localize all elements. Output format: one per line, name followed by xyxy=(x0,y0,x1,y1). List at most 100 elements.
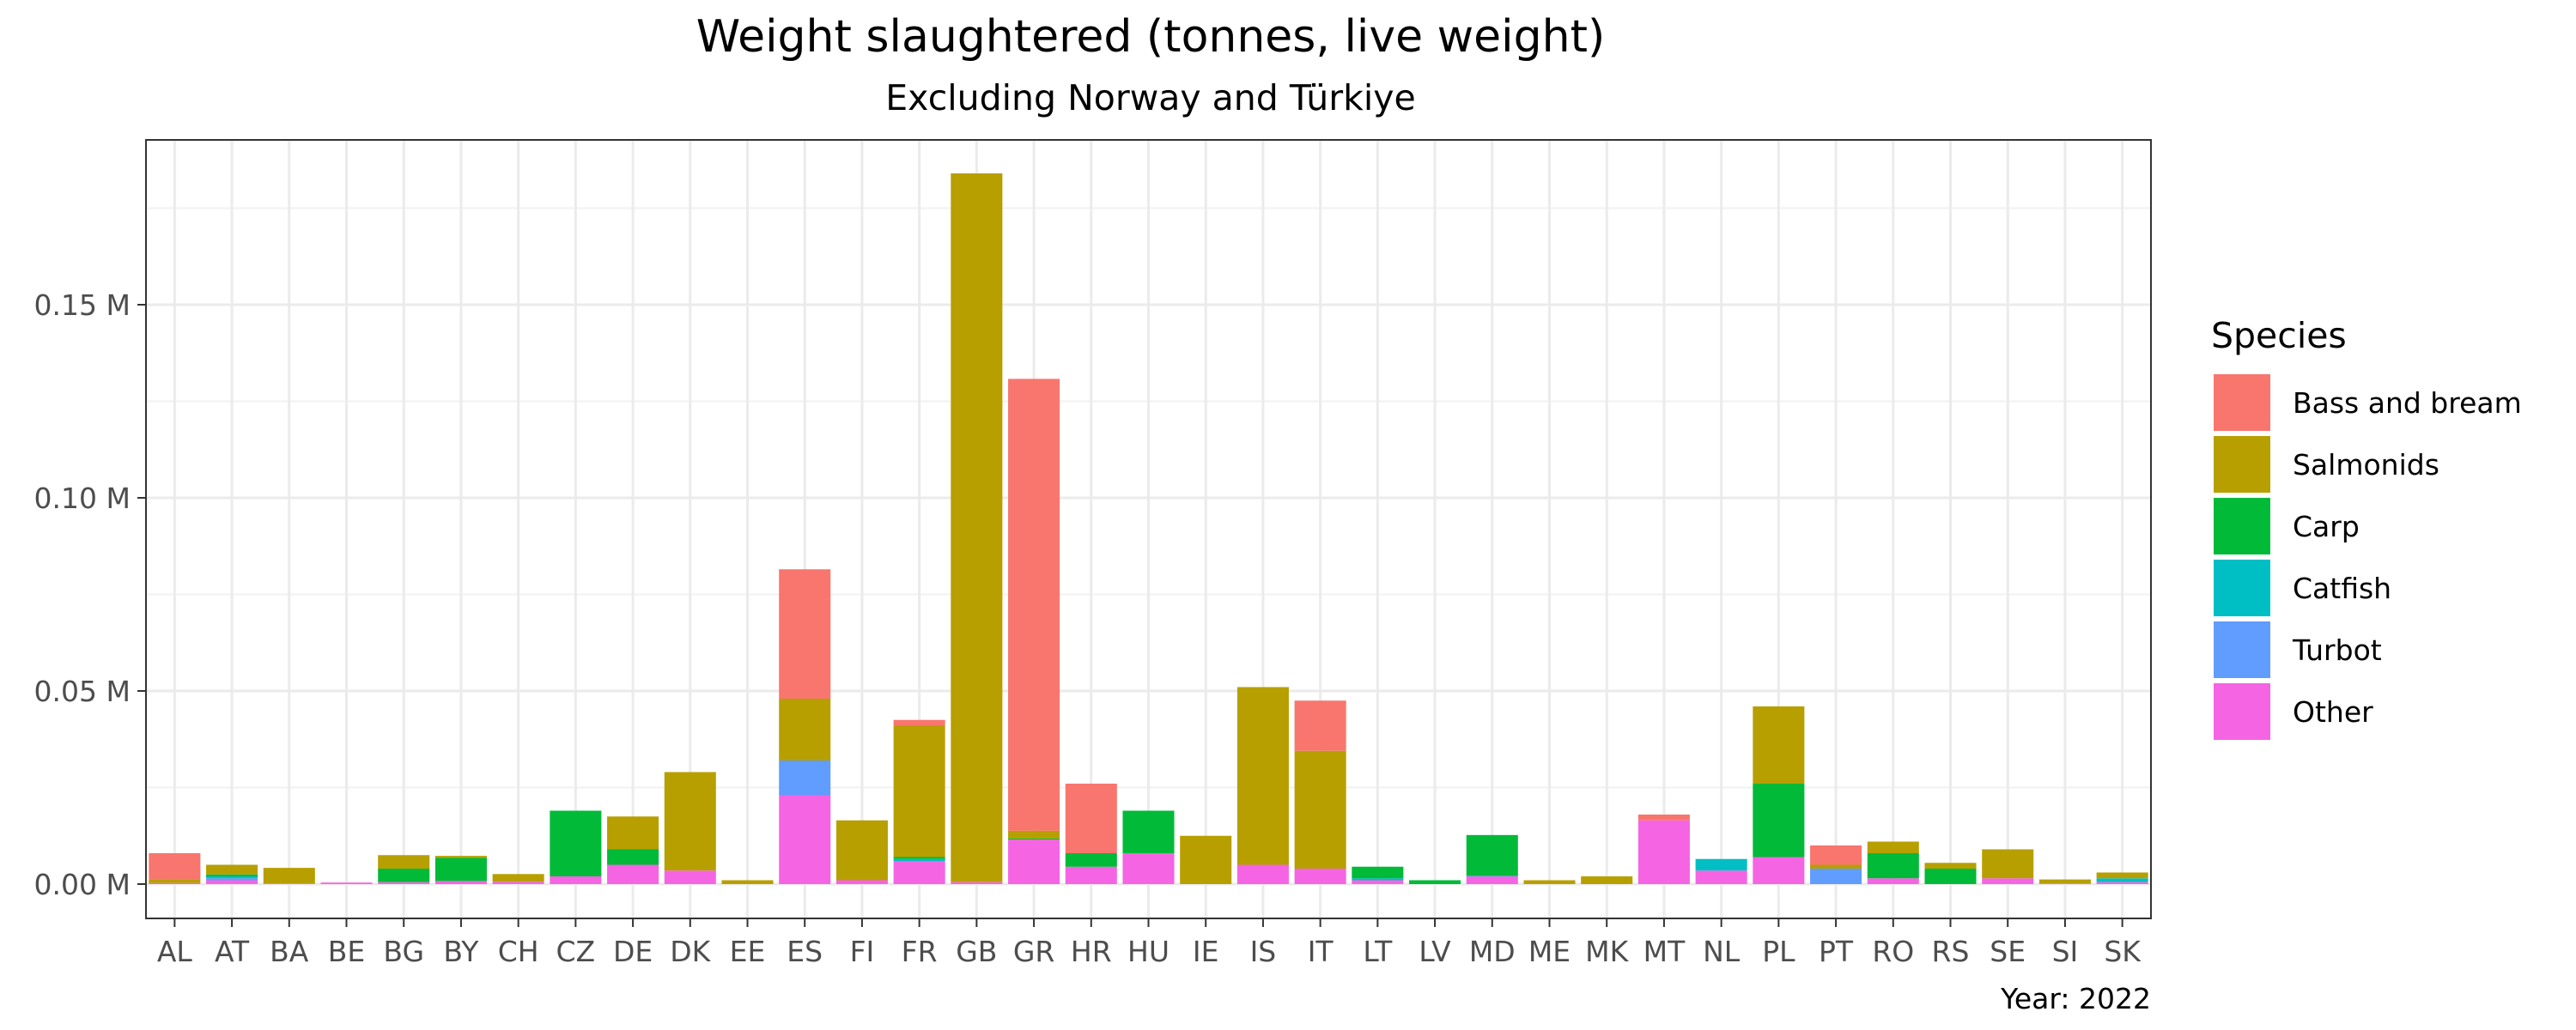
legend-key-salmonids xyxy=(2214,436,2270,493)
bar-segment-se-salmonids xyxy=(1982,849,2034,879)
bar-segment-ch-salmonids xyxy=(492,874,544,882)
legend-key-carp xyxy=(2214,498,2270,554)
bar-segment-be-other xyxy=(320,882,373,884)
bar-segment-sk-catfish xyxy=(2096,878,2148,882)
x-tick-label: BG xyxy=(383,935,424,968)
x-tick-label: HR xyxy=(1071,935,1112,968)
bar-segment-ro-other xyxy=(1867,878,1919,884)
bar-segment-lt-other xyxy=(1352,880,1404,884)
legend: Species Bass and bream Salmonids Carp Catfi… xyxy=(2211,315,2522,740)
x-tick-label: SE xyxy=(1990,935,2026,968)
bar-segment-nl-other xyxy=(1695,870,1747,884)
x-tick-label: DK xyxy=(670,935,711,968)
bar-segment-hr-carp xyxy=(1065,853,1117,867)
x-axis: AL AT BA BE BG BY CH CZ DE DK EE ES FI FR GB GR HR HU IE IS… xyxy=(157,918,2142,968)
legend-label: Other xyxy=(2293,695,2373,729)
chart-subtitle: Excluding Norway and Türkiye xyxy=(885,77,1415,118)
x-tick-label: RO xyxy=(1872,935,1914,968)
bar-segment-bg-carp xyxy=(378,869,430,882)
bar-segment-by-carp xyxy=(434,857,487,882)
bar-segment-it-salmonids xyxy=(1294,750,1346,869)
x-tick-label: MD xyxy=(1469,935,1516,968)
bar-segment-rs-carp xyxy=(1924,869,1977,884)
legend-title: Species xyxy=(2211,315,2347,356)
x-tick-label: SK xyxy=(2104,935,2142,968)
x-tick-label: GR xyxy=(1013,935,1055,968)
bar-segment-lt-carp xyxy=(1352,866,1404,879)
bar-segment-ee-salmonids xyxy=(721,880,774,884)
bar-segment-hr-other xyxy=(1065,866,1117,884)
x-tick-label: MK xyxy=(1585,935,1629,968)
bar-segment-rs-salmonids xyxy=(1924,863,1977,869)
bar-segment-es-bass-and-bream xyxy=(779,569,831,699)
bar-segment-dk-other xyxy=(664,870,716,884)
bar-segment-al-other xyxy=(149,882,201,884)
bar-segment-fi-other xyxy=(835,880,888,884)
bar-segment-bg-other xyxy=(378,882,430,884)
bar-segment-is-other xyxy=(1236,864,1289,884)
bar-segment-cz-other xyxy=(550,876,602,884)
bar-segment-md-other xyxy=(1466,876,1518,884)
bar-segment-fr-bass-and-bream xyxy=(893,719,945,726)
bar-segment-gr-other xyxy=(1008,839,1060,884)
x-tick-label: AT xyxy=(215,935,250,968)
x-tick-label: IE xyxy=(1193,935,1219,968)
x-tick-label: HU xyxy=(1127,935,1170,968)
bar-segment-fr-salmonids xyxy=(893,725,945,857)
y-tick-label: 0.05 M xyxy=(34,675,131,708)
bar-segment-mt-bass-and-bream xyxy=(1637,815,1690,821)
legend-key-catfish xyxy=(2214,560,2270,616)
y-axis: 0.00 M 0.05 M 0.10 M 0.15 M xyxy=(34,288,146,901)
bar-segment-ba-salmonids xyxy=(263,868,315,884)
legend-label: Salmonids xyxy=(2293,448,2439,482)
bar-segment-sk-salmonids xyxy=(2096,872,2148,879)
bar-segment-se-other xyxy=(1982,878,2034,884)
bar-segment-lt-catfish xyxy=(1352,878,1404,881)
legend-label: Catfish xyxy=(2293,572,2391,605)
bar-segment-pt-bass-and-bream xyxy=(1810,845,1862,865)
bar-segment-pl-other xyxy=(1753,857,1805,884)
bar-segment-hu-carp xyxy=(1122,810,1175,853)
bars xyxy=(149,173,2148,884)
bar-segment-es-salmonids xyxy=(779,699,831,760)
bar-segment-si-other xyxy=(2038,883,2091,884)
bar-segment-gr-salmonids xyxy=(1008,830,1060,839)
x-tick-label: SI xyxy=(2052,935,2079,968)
x-tick-label: GB xyxy=(956,935,997,968)
bar-segment-es-turbot xyxy=(779,760,831,796)
x-tick-label: EE xyxy=(730,935,766,968)
x-tick-label: PL xyxy=(1762,935,1795,968)
legend-label: Carp xyxy=(2293,510,2360,543)
grid-lines xyxy=(146,140,2151,918)
bar-segment-fi-salmonids xyxy=(835,820,888,881)
bar-segment-mk-salmonids xyxy=(1581,876,1633,884)
bar-segment-at-catfish xyxy=(206,876,258,879)
x-tick-label: LT xyxy=(1363,935,1393,968)
chart-caption: Year: 2022 xyxy=(2000,982,2151,1015)
bar-segment-de-salmonids xyxy=(607,816,659,850)
bar-segment-mt-other xyxy=(1637,820,1690,884)
x-tick-label: FI xyxy=(850,935,875,968)
y-tick-label: 0.00 M xyxy=(34,868,131,901)
bar-segment-it-other xyxy=(1294,869,1346,884)
x-tick-label: BE xyxy=(328,935,366,968)
bar-segment-gb-salmonids xyxy=(951,173,1003,882)
bar-segment-cz-carp xyxy=(550,810,602,876)
x-tick-label: IS xyxy=(1250,935,1277,968)
bar-segment-at-carp xyxy=(206,874,258,876)
bar-segment-me-salmonids xyxy=(1523,880,1576,884)
x-tick-label: ME xyxy=(1528,935,1571,968)
bar-segment-pt-salmonids xyxy=(1810,864,1862,869)
bar-segment-pt-turbot xyxy=(1810,869,1862,884)
bar-segment-gr-bass-and-bream xyxy=(1008,379,1060,831)
bar-segment-sk-other xyxy=(2096,882,2148,884)
bar-segment-pl-carp xyxy=(1753,784,1805,857)
chart-title: Weight slaughtered (tonnes, live weight) xyxy=(696,11,1606,63)
legend-label: Turbot xyxy=(2292,633,2382,667)
bar-segment-by-other xyxy=(434,881,487,884)
bar-segment-md-carp xyxy=(1466,834,1518,876)
legend-key-bass-and-bream xyxy=(2214,374,2270,431)
bar-segment-de-other xyxy=(607,864,659,884)
bar-segment-nl-catfish xyxy=(1695,858,1747,871)
